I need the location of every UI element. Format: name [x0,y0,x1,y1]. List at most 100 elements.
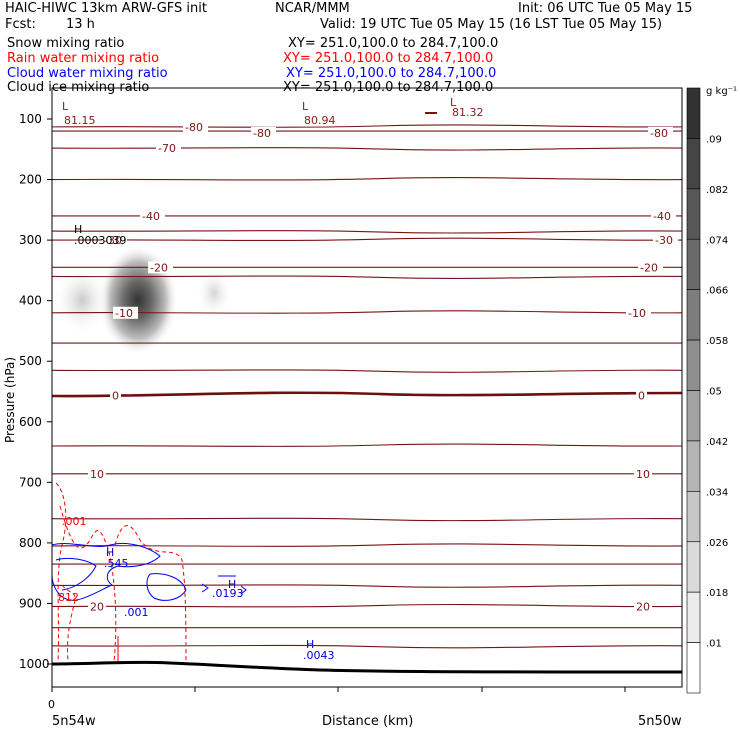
isotherm-label-bg [113,306,138,319]
field-snow-xy: XY= 251.0,100.0 to 284.7,100.0 [288,36,499,51]
init-time: Init: 06 UTC Tue 05 May 15 [518,1,693,16]
high-marker-cloud-3-letter: H [306,638,314,651]
pressure-axis-ticks: 100 200 300 400 500 600 700 800 900 1000 [19,112,52,671]
field-cloudwater-name: Cloud water mixing ratio [7,66,168,81]
isotherm-label-bg [156,142,181,155]
x-left-location: 5n54w [52,714,96,729]
low-marker-3-value: 81.32 [452,106,484,119]
high-marker-snow-value: .0003039 [74,234,127,247]
field-rain-xy: XY= 251.0,100.0 to 284.7,100.0 [283,51,494,66]
colorbar-units: g kg⁻¹ [706,86,737,97]
isotherm-label-bg [183,120,208,133]
isotherm-line [51,230,683,234]
colorbar-label: .042 [706,437,728,448]
x-axis-label: Distance (km) [322,714,413,729]
isotherm-label-bg [638,261,663,274]
cloud-water-contours [51,542,247,601]
colorbar-swatch [686,440,701,492]
isotherm-label--30-0: -30 [104,234,122,247]
y-tick-label-600: 600 [19,415,42,429]
forecast-hour: 13 h [66,17,95,32]
isotherm-line [51,644,683,649]
distance-axis-ticks [51,687,626,692]
colorbar-label: .01 [706,639,722,650]
isotherm-label-bg [648,126,673,139]
colorbar-label: .09 [706,134,722,145]
field-snow-name: Snow mixing ratio [7,36,125,51]
isotherm-label--20-0: -20 [150,261,168,274]
colorbar-swatch [686,87,701,139]
isotherm-label--80-1: -80 [253,127,271,140]
y-axis-label: Pressure (hPa) [3,357,17,443]
isotherm-label--40-0: -40 [142,210,160,223]
y-tick-label-200: 200 [19,173,42,187]
isotherm-line [51,177,683,181]
field-cloudwater-xy: XY= 251.0,100.0 to 284.7,100.0 [286,66,497,81]
high-marker-cloud-1-letter: H [106,546,114,559]
rain-contour-label-1: .001 [62,515,87,528]
isotherm-line [51,275,683,279]
colorbar-swatch [686,642,701,694]
isotherm-label-0-1: 0 [638,390,645,403]
isotherm-label-bg [102,234,127,247]
snow-shading [54,245,232,355]
isotherm-label-bg [634,467,652,480]
high-marker-cloud-2-value: .0193 [212,587,244,600]
isotherm-label-10-0: 10 [90,468,104,481]
isotherm-line [51,543,683,547]
colorbar [686,87,701,694]
colorbar-label: .05 [706,387,722,398]
low-marker-3-letter: L [450,96,457,109]
isotherm-line [51,443,683,447]
isotherm-label--10-0: -10 [115,307,133,320]
isotherm-label-20-1: 20 [636,600,650,613]
plot-frame [51,87,683,688]
colorbar-swatch [686,289,701,341]
isotherm-label-20-0: 20 [90,600,104,613]
colorbar-label: .066 [706,286,728,297]
isotherm-label--80-0: -80 [185,121,203,134]
colorbar-swatch [686,238,701,290]
y-tick-label-900: 900 [19,596,42,610]
isotherm-label-bg [651,209,676,222]
terrain-line [51,660,683,674]
high-marker-cloud-1-value: .545 [104,557,129,570]
isotherm-line [51,310,683,314]
low-marker-2-letter: L [302,100,309,113]
low-markers [425,112,437,114]
isotherm-label-bg [653,234,678,247]
isotherm-label-bg [110,389,121,402]
rain-water-contours [55,482,187,663]
isotherm-label-bg [626,306,651,319]
isotherm-label-bg [634,600,652,613]
isotherm-label--70-0: -70 [158,142,176,155]
low-marker-1-letter: L [62,100,69,113]
isotherm-label-bg [148,261,173,274]
isotherm-label--10-1: -10 [628,307,646,320]
isotherm-line [51,603,683,608]
y-tick-label-700: 700 [19,475,42,489]
colorbar-label: .018 [706,588,728,599]
isotherm-label--20-1: -20 [640,261,658,274]
isotherm-label-10-1: 10 [636,468,650,481]
org-label: NCAR/MMM [275,1,350,16]
y-tick-label-400: 400 [19,294,42,308]
cloud-contour-label: .001 [124,606,149,619]
isotherm-line [51,584,683,588]
valid-time: Valid: 19 UTC Tue 05 May 15 (16 LST Tue … [320,17,663,32]
isotherm-line [51,517,683,522]
colorbar-swatch [686,390,701,442]
low-marker-1-value: 81.15 [64,114,96,127]
colorbar-swatch [686,591,701,643]
isotherm-label-bg [251,126,276,139]
isotherm-labels: -80 -80 -80 -70 -40 -40 -30 -30 -20 -20 -10 -10 0 0 10… [88,120,678,613]
y-tick-label-800: 800 [19,536,42,550]
y-tick-label-300: 300 [19,233,42,247]
high-marker-cloud-2-letter: H [228,578,236,591]
x-right-location: 5n50w [638,714,682,729]
extrema-labels: L 81.15 L 80.94 L 81.32 H .0003039 H .54… [62,96,484,662]
rain-contour-label-2: 812 [58,591,79,604]
y-tick-label-100: 100 [19,112,42,126]
isotherm-line [51,369,683,373]
